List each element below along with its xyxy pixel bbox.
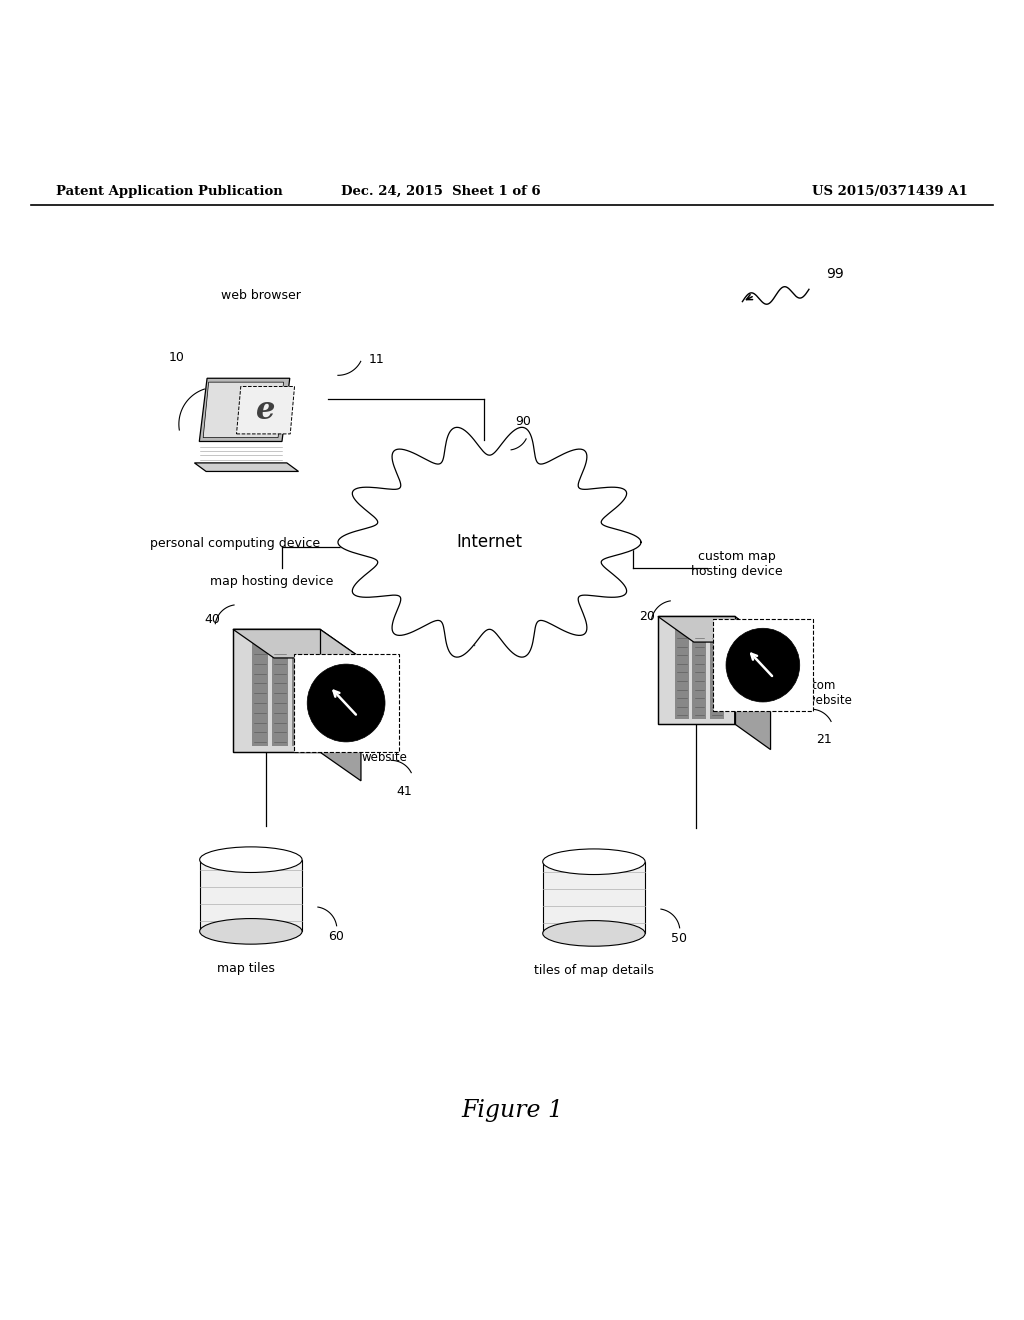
Polygon shape xyxy=(237,387,295,434)
Ellipse shape xyxy=(200,919,302,944)
Text: personal computing device: personal computing device xyxy=(151,537,321,550)
Polygon shape xyxy=(658,616,771,642)
Polygon shape xyxy=(200,859,302,932)
Text: 99: 99 xyxy=(825,267,844,281)
Ellipse shape xyxy=(200,847,302,873)
Text: Internet: Internet xyxy=(457,533,522,552)
Text: Patent Application Publication: Patent Application Publication xyxy=(56,185,283,198)
Text: custom map
hosting device: custom map hosting device xyxy=(691,550,783,578)
Polygon shape xyxy=(195,463,299,471)
Text: 40: 40 xyxy=(204,612,220,626)
Polygon shape xyxy=(338,428,641,657)
Text: map
website: map website xyxy=(361,737,407,764)
Polygon shape xyxy=(233,630,319,752)
Text: 20: 20 xyxy=(639,610,655,623)
Text: 50: 50 xyxy=(671,932,687,945)
Text: map hosting device: map hosting device xyxy=(210,576,333,589)
Polygon shape xyxy=(272,635,288,746)
Text: tiles of map details: tiles of map details xyxy=(534,964,654,977)
Text: web browser: web browser xyxy=(221,289,301,301)
Text: 90: 90 xyxy=(515,414,531,428)
Polygon shape xyxy=(200,379,290,441)
Polygon shape xyxy=(252,635,268,746)
Text: Dec. 24, 2015  Sheet 1 of 6: Dec. 24, 2015 Sheet 1 of 6 xyxy=(341,185,540,198)
Ellipse shape xyxy=(543,849,645,875)
Ellipse shape xyxy=(543,920,645,946)
Polygon shape xyxy=(692,622,707,718)
Polygon shape xyxy=(658,616,735,723)
FancyBboxPatch shape xyxy=(294,655,398,751)
Polygon shape xyxy=(711,622,724,718)
Polygon shape xyxy=(675,622,688,718)
Text: 60: 60 xyxy=(328,931,344,942)
Polygon shape xyxy=(203,383,284,438)
Polygon shape xyxy=(319,630,360,781)
Polygon shape xyxy=(233,630,360,657)
Text: 41: 41 xyxy=(396,784,413,797)
Text: 11: 11 xyxy=(369,354,384,367)
Polygon shape xyxy=(292,635,308,746)
Circle shape xyxy=(307,664,385,742)
FancyBboxPatch shape xyxy=(713,619,813,711)
Polygon shape xyxy=(735,616,771,750)
Text: US 2015/0371439 A1: US 2015/0371439 A1 xyxy=(812,185,968,198)
Text: map tiles: map tiles xyxy=(217,962,274,975)
Circle shape xyxy=(726,628,800,702)
Text: 10: 10 xyxy=(168,351,184,364)
Text: 21: 21 xyxy=(816,734,833,746)
Text: Figure 1: Figure 1 xyxy=(461,1100,563,1122)
Polygon shape xyxy=(543,862,645,933)
Text: e: e xyxy=(256,395,275,425)
Text: custom
map website: custom map website xyxy=(776,678,852,706)
